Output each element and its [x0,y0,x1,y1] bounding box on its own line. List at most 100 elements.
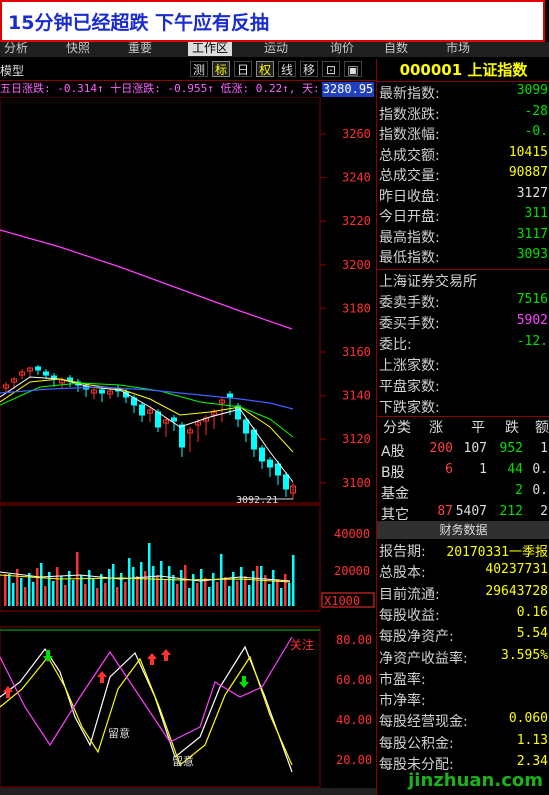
arrow-shaft [150,659,154,665]
candle-body [155,411,161,428]
candle-body [163,419,169,424]
site-watermark: jinzhuan.com [408,770,543,791]
menu-item-7[interactable]: 市场 [446,42,471,55]
volume-bar [28,573,31,606]
price-tick-label: 3240 [342,171,371,185]
chart-toolbar: 模型 测标日权线移 ⊡ ▣ [0,59,376,81]
candle-body [187,429,193,434]
financial-row: 净资产收益率: 3.595% [379,648,549,668]
volume-bar [112,564,115,606]
candle-body [283,474,289,490]
kline-chart[interactable]: 3260 3240 3220 3200 3180 3160 3140 3120 3100 4000… [0,97,376,788]
financial-row: 每股经营现金: 0.060 [379,711,549,731]
table-header: 涨 [429,420,443,436]
price-tick-label: 3160 [342,345,371,359]
quote-row: 总成交量: 90887 [379,165,549,185]
volume-bar [212,573,215,606]
toolbar-button-2[interactable]: 日 [234,61,252,77]
toolbar-button-1[interactable]: 标 [212,61,230,77]
volume-bar [12,583,15,606]
osc-d-line [0,655,293,766]
volume-bar [124,582,127,606]
menu-item-2[interactable]: 重要 [128,42,153,55]
toolbar-button-7[interactable]: ▣ [344,61,362,77]
table-cell: 1 [479,462,487,477]
volume-bar [40,563,43,606]
financial-row: 市净率: [379,690,549,710]
toolbar-button-6[interactable]: ⊡ [322,61,340,77]
buy-arrow-icon [97,671,107,677]
volume-bar [60,576,63,606]
volume-bar [200,569,203,606]
candle-body [235,405,241,420]
volume-bar [176,584,179,606]
volume-bar [292,555,295,606]
table-cell: 2 [540,504,548,519]
table-cell: 其它 [381,507,409,523]
volume-bar [68,571,71,606]
order-row-label: 委买手数: [379,316,440,332]
volume-bar [148,543,151,606]
volume-bar [216,582,219,606]
financial-row-value: 40237731 [485,562,548,578]
quote-row: 总成交额: 10415 [379,145,549,165]
price-tick-label: 3100 [342,476,371,490]
menu-item-1[interactable]: 快照 [66,42,91,55]
indicator-readout-text: 五日涨跌: -0.314↑ 十日涨跌: -0.955↑ 低涨: 0.22↑, 天… [0,82,320,95]
quote-row-label: 今日开盘: [379,209,440,225]
toolbar-button-3[interactable]: 权 [256,61,274,77]
ma30-line [0,386,294,410]
volume-unit-label: X1000 [324,594,360,608]
financial-row-label: 每股经营现金: [379,714,468,731]
order-row: 平盘家数: [379,376,549,396]
volume-ma5 [0,571,291,582]
volume-bar [104,583,107,606]
volume-ma10 [0,574,291,583]
financial-row-value: 0.16 [516,604,548,620]
order-row-value: -12. [516,334,548,349]
volume-bar [172,575,175,606]
financial-row-value: 0.060 [508,711,548,727]
financial-row: 报告期: 20170331一季报 [379,541,549,561]
volume-bar [56,567,59,606]
model-label[interactable]: 模型 [0,64,25,78]
buy-arrow-icon [3,686,13,692]
candle-body [290,485,296,494]
volume-bar [224,577,227,606]
stock-code-title[interactable]: 000001 上证指数 [377,59,549,82]
candle-body [3,384,9,389]
ma5-line [0,376,294,483]
table-cell: 5407 [455,504,487,519]
candle-body [219,399,225,404]
toolbar-button-5[interactable]: 移 [300,61,318,77]
volume-bar [232,572,235,606]
financial-row-label: 目前流通: [379,586,440,603]
order-row-value: 7516 [516,292,548,307]
menu-item-5[interactable]: 询价 [330,42,355,55]
current-price-tag: 3280.95 [322,82,374,97]
volume-bar [236,581,239,606]
menu-item-0[interactable]: 分析 [4,42,29,55]
financial-row: 每股未分配: 2.34 [379,754,549,774]
financial-data-header[interactable]: 财务数据 [377,521,549,539]
table-cell: 107 [463,441,487,456]
menu-item-3[interactable]: 工作区 [188,42,233,56]
volume-bar [96,588,99,606]
volume-bar [136,576,139,606]
oscillator-tick-label: 80.00 [336,633,372,647]
financial-row-label: 市净率: [379,693,426,710]
arrow-shaft [164,655,168,661]
volume-bar [156,575,159,606]
menu-item-4[interactable]: 运动 [264,42,289,55]
quote-row-label: 最新指数: [379,86,440,102]
quote-row-value: -0. [524,124,548,139]
oscillator-tick-label: 60.00 [336,673,372,687]
oscillator-tick-label: 20.00 [336,753,372,767]
quote-row: 最低指数: 3093 [379,247,549,267]
toolbar-button-0[interactable]: 测 [190,61,208,77]
menu-item-6[interactable]: 自数 [384,42,409,55]
candle-body [99,389,105,394]
volume-bar [4,574,7,606]
toolbar-button-4[interactable]: 线 [278,61,296,77]
order-row: 下跌家数: [379,397,549,417]
